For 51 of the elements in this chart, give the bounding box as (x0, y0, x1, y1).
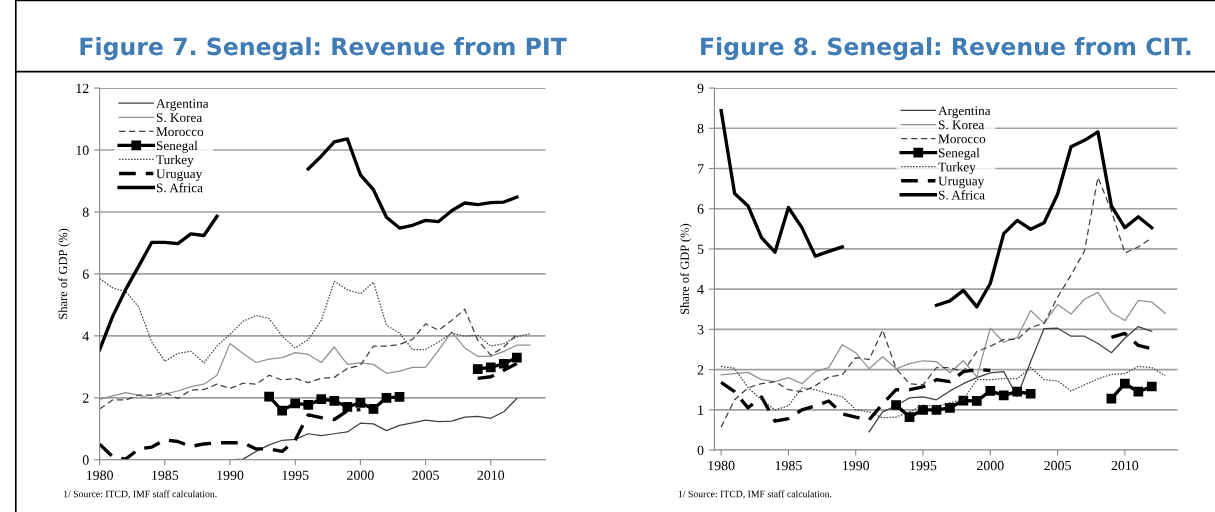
x-tick-label: 2010 (477, 470, 505, 480)
legend-label: Argentina (938, 106, 991, 118)
legend-label: Morocco (156, 127, 204, 137)
legend-label: S. Korea (156, 113, 203, 123)
legend-label: Senegal (156, 140, 198, 153)
y-tick-label: 5 (697, 244, 704, 254)
x-tick-label: 1995 (282, 470, 309, 480)
x-tick-label: 1990 (843, 460, 870, 471)
legend-label: Turkey (156, 154, 194, 167)
legend-label: Argentina (156, 99, 209, 111)
x-tick-label: 2010 (1111, 460, 1139, 471)
legend-label: Uruguay (938, 176, 985, 189)
legend-label: S. Africa (156, 182, 203, 193)
y-tick-label: 12 (76, 83, 89, 93)
y-axis-title: Share of GDP (%) (58, 228, 70, 319)
y-tick-label: 0 (697, 445, 704, 455)
x-tick-label: 1980 (708, 460, 735, 471)
y-tick-label: 8 (82, 207, 89, 217)
y-tick-label: 8 (697, 123, 704, 134)
x-tick-label: 1985 (775, 460, 802, 471)
y-tick-label: 4 (82, 331, 89, 341)
y-tick-label: 9 (697, 83, 704, 94)
legend-label: S. Africa (938, 190, 985, 200)
x-tick-label: 2000 (977, 460, 1004, 471)
y-tick-label: 10 (76, 145, 89, 155)
y-tick-label: 6 (82, 269, 89, 279)
x-tick-label: 2005 (1044, 460, 1071, 471)
y-tick-label: 6 (697, 204, 704, 214)
legend-label: S. Korea (938, 120, 985, 130)
legend-label: Senegal (938, 148, 980, 161)
y-tick-label: 0 (82, 455, 89, 465)
y-tick-label: 2 (82, 393, 89, 403)
chart-title: Figure 8. Senegal: Revenue from CIT. (701, 37, 1191, 61)
y-tick-label: 1 (698, 405, 704, 415)
y-tick-label: 7 (697, 164, 704, 174)
x-tick-label: 2000 (347, 470, 374, 480)
y-axis-title: Share of GDP (%) (680, 223, 692, 314)
x-tick-label: 1995 (910, 460, 937, 471)
x-tick-label: 1990 (217, 470, 244, 480)
x-tick-label: 1980 (86, 470, 113, 480)
x-tick-label: 1985 (152, 470, 179, 480)
y-tick-label: 3 (697, 325, 704, 335)
legend-label: Turkey (938, 162, 976, 175)
text: 1/ Source: ITCD, IMF staff calculation. (64, 490, 217, 499)
x-tick-label: 2005 (412, 470, 439, 480)
text: 1/ Source: ITCD, IMF staff calculation. (678, 490, 832, 499)
legend-label: Uruguay (156, 169, 203, 181)
chart-title: Figure 7. Senegal: Revenue from PIT (80, 37, 567, 61)
y-tick-label: 2 (697, 365, 704, 375)
legend-label: Morocco (938, 134, 986, 144)
y-tick-label: 4 (697, 284, 704, 294)
